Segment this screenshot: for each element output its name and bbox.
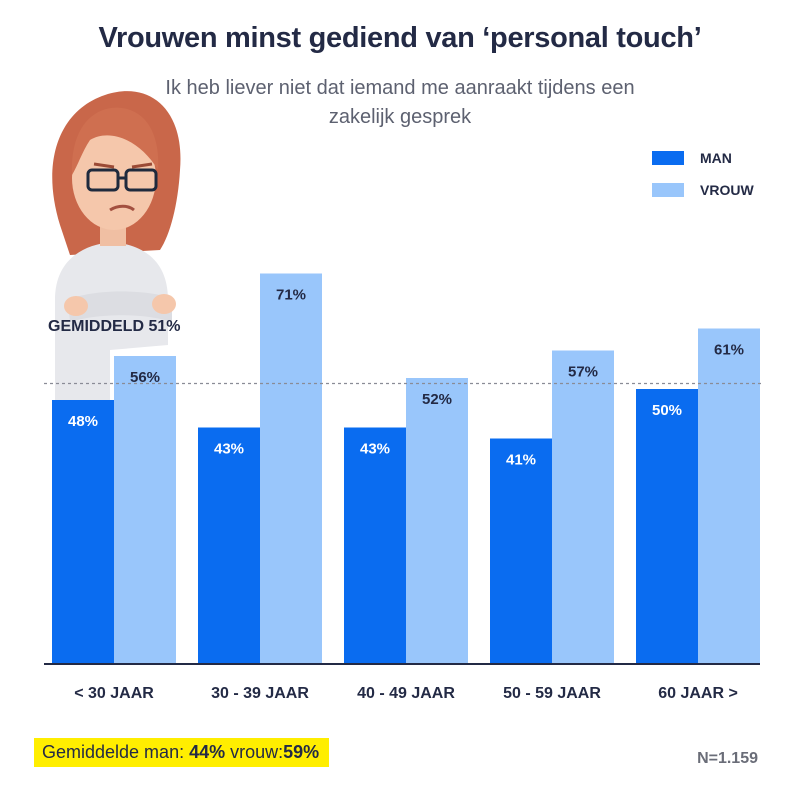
bar-man-3 bbox=[490, 438, 552, 664]
bar-vrouw-1 bbox=[260, 273, 322, 664]
average-line-label: GEMIDDELD 51% bbox=[48, 318, 181, 335]
category-label-1: 30 - 39 JAAR bbox=[211, 685, 309, 702]
woman-illustration bbox=[52, 91, 181, 410]
average-woman-value: 59% bbox=[283, 742, 320, 762]
bar-man-0 bbox=[52, 400, 114, 664]
chart-subtitle: Ik heb liever niet dat iemand me aanraak… bbox=[165, 77, 635, 128]
legend-swatch-man bbox=[652, 151, 684, 165]
legend: MAN VROUW bbox=[652, 148, 754, 212]
value-label-vrouw-2: 52% bbox=[422, 391, 452, 408]
legend-item-man: MAN bbox=[652, 148, 754, 168]
value-label-vrouw-0: 56% bbox=[130, 369, 160, 386]
bar-vrouw-4 bbox=[698, 328, 760, 664]
value-label-man-2: 43% bbox=[360, 441, 390, 458]
category-label-0: < 30 JAAR bbox=[74, 685, 154, 702]
value-label-vrouw-1: 71% bbox=[276, 287, 306, 304]
average-summary-highlight: Gemiddelde man: 44% vrouw:59% bbox=[34, 738, 330, 767]
value-label-vrouw-3: 57% bbox=[568, 364, 598, 381]
average-prefix: Gemiddelde man: bbox=[42, 742, 185, 762]
chart-title: Vrouwen minst gediend van ‘personal touc… bbox=[98, 22, 702, 54]
bar-vrouw-0 bbox=[114, 356, 176, 664]
value-label-man-4: 50% bbox=[652, 402, 682, 419]
legend-swatch-vrouw bbox=[652, 183, 684, 197]
bar-man-4 bbox=[636, 389, 698, 664]
value-label-man-1: 43% bbox=[214, 441, 244, 458]
category-label-2: 40 - 49 JAAR bbox=[357, 685, 455, 702]
sample-size: N=1.159 bbox=[697, 750, 758, 767]
bar-man-2 bbox=[344, 427, 406, 664]
value-label-vrouw-4: 61% bbox=[714, 342, 744, 359]
bar-vrouw-2 bbox=[406, 378, 468, 664]
value-label-man-3: 41% bbox=[506, 452, 536, 469]
legend-label-vrouw: VROUW bbox=[700, 182, 754, 198]
category-label-3: 50 - 59 JAAR bbox=[503, 685, 601, 702]
average-man-value: 44% bbox=[189, 742, 226, 762]
category-label-4: 60 JAAR > bbox=[658, 685, 738, 702]
legend-item-vrouw: VROUW bbox=[652, 180, 754, 200]
bar-man-1 bbox=[198, 427, 260, 664]
average-mid: vrouw: bbox=[230, 742, 284, 762]
value-label-man-0: 48% bbox=[68, 413, 98, 430]
bar-vrouw-3 bbox=[552, 350, 614, 664]
legend-label-man: MAN bbox=[700, 150, 732, 166]
